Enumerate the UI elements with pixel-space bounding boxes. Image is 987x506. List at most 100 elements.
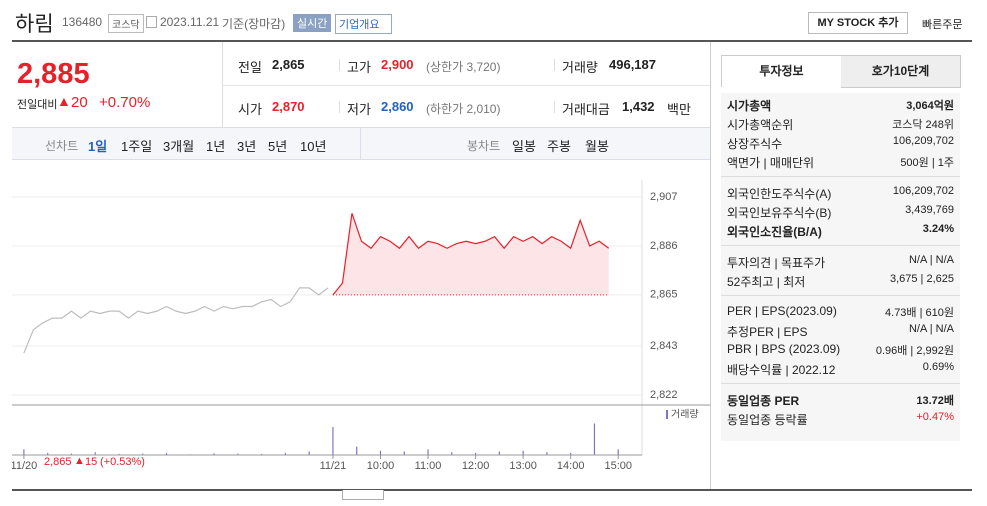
quote-value: 2,870	[272, 99, 305, 114]
info-value: 3,675 | 2,625	[889, 273, 954, 285]
chart: 2,907 2,886 2,865 2,843 2,822 거래량 11/20 11/21 10…	[12, 180, 710, 472]
quote-divider	[222, 85, 710, 86]
volume-bar	[474, 452, 477, 455]
summary-rate: (+0.53%)	[100, 456, 145, 468]
summary-change: 15	[85, 456, 98, 468]
y-tick-label: 2,822	[650, 389, 678, 401]
info-label: 상장주식수	[727, 137, 783, 151]
period-tab[interactable]: 10년	[300, 139, 327, 154]
period-tab[interactable]: 1일	[88, 139, 108, 154]
volume-bar	[403, 451, 405, 455]
period-tab[interactable]: 3개월	[163, 139, 195, 154]
invest-tab[interactable]: 호가10단계	[841, 55, 961, 88]
group-sep	[721, 245, 960, 246]
x-tick-label: 15:00	[604, 460, 632, 472]
group-sep	[721, 383, 960, 384]
volume-bar	[94, 452, 96, 455]
quote-note: (상한가 3,720)	[426, 60, 501, 74]
volume-bar	[213, 453, 215, 455]
period-tab[interactable]: 5년	[268, 139, 288, 154]
period-tab[interactable]: 3년	[237, 139, 257, 154]
volume-bar	[427, 449, 429, 455]
info-value: N/A | N/A	[908, 254, 954, 266]
candle-tab[interactable]: 일봉	[512, 139, 536, 154]
my-stock-button[interactable]: MY STOCK 추가	[808, 12, 908, 34]
price-line	[332, 213, 610, 296]
group-sep	[721, 295, 960, 296]
quote-value: 2,900	[381, 57, 414, 72]
quote-label: 거래량	[562, 60, 598, 75]
legend-swatch	[666, 410, 668, 419]
info-label: 외국인소진율(B/A)	[727, 225, 822, 239]
volume-bar	[546, 452, 548, 455]
x-tick-label: 13:00	[509, 460, 537, 472]
info-value: 0.69%	[922, 361, 954, 373]
x-tick-label: 12:00	[462, 460, 490, 472]
stock-code: 136480	[62, 15, 103, 29]
volume-bar	[617, 449, 619, 455]
quote-label: 고가	[347, 60, 371, 75]
volume-bar	[261, 453, 263, 455]
info-label: 52주최고 | 최저	[727, 275, 806, 289]
info-label: 동일업종 등락률	[727, 413, 808, 427]
quote-bottom	[12, 127, 710, 128]
quote-sep	[339, 59, 340, 71]
info-label: 투자의견 | 목표주가	[727, 256, 826, 270]
period-tab[interactable]: 1주일	[121, 139, 153, 154]
quote-label: 시가	[238, 102, 262, 117]
change-rate: +0.70%	[99, 94, 151, 111]
volume-bar	[23, 449, 25, 455]
info-value: N/A | N/A	[908, 323, 954, 335]
invest-tab[interactable]: 투자정보	[721, 55, 842, 87]
volume-bar	[498, 451, 500, 455]
right-divider	[710, 42, 711, 489]
x-tick-label: 14:00	[557, 460, 585, 472]
quote-value: 2,865	[272, 57, 305, 72]
candle-tab[interactable]: 월봉	[585, 139, 609, 154]
info-value: 3,439,769	[905, 204, 954, 216]
area	[332, 213, 609, 295]
info-label: 외국인보유주식수(B)	[727, 206, 832, 220]
info-value: 3,064억원	[906, 100, 954, 112]
market-badge: 코스닥	[108, 14, 144, 33]
info-label: 외국인한도주식수(A)	[727, 187, 832, 201]
quote-note: (하한가 2,010)	[426, 102, 501, 116]
current-price: 2,885	[17, 58, 90, 90]
x-tick-label: 11:00	[415, 460, 442, 472]
volume-bar	[522, 450, 524, 455]
info-value: 13.72배	[916, 395, 954, 407]
info-label: PBR | BPS (2023.09)	[727, 342, 841, 356]
legend-label: 거래량	[671, 409, 699, 421]
candle-tab[interactable]: 주봉	[547, 139, 571, 154]
stock-name: 하림	[15, 13, 54, 36]
quick-order[interactable]: 빠른주문	[922, 19, 963, 31]
info-label: 추정PER | EPS	[727, 325, 808, 339]
quote-sep	[554, 59, 555, 71]
quote-value: 2,860	[381, 99, 414, 114]
info-label: 동일업종 PER	[727, 394, 800, 408]
quote-label: 전일	[238, 60, 262, 75]
basis: 기준(장마감)	[222, 17, 286, 31]
realtime-button[interactable]: 실시간	[293, 14, 332, 32]
company-button[interactable]: 기업개요	[335, 14, 393, 34]
info-value: 4.73배 | 610원	[885, 307, 954, 319]
x-tick-label: 10:00	[367, 460, 395, 472]
volume-bar	[142, 453, 144, 455]
calendar-icon	[146, 16, 157, 28]
info-label: PER | EPS(2023.09)	[727, 304, 837, 318]
info-value: 코스닥 248위	[892, 119, 954, 131]
volume-bar	[356, 446, 358, 455]
x-tick-label: 11/21	[320, 460, 347, 472]
period-tab[interactable]: 1년	[206, 139, 226, 154]
quote-label: 저가	[347, 102, 371, 117]
info-label: 액면가 | 매매단위	[727, 156, 815, 170]
tab-bar	[12, 128, 710, 160]
up-icon: ▲	[57, 93, 71, 109]
info-value: 0.96배 | 2,992원	[875, 345, 954, 357]
collapse-button[interactable]	[342, 490, 384, 500]
bottom-border	[12, 489, 972, 491]
volume-bar	[165, 452, 168, 455]
y-tick-label: 2,843	[650, 340, 678, 352]
y-tick-label: 2,865	[650, 289, 678, 301]
